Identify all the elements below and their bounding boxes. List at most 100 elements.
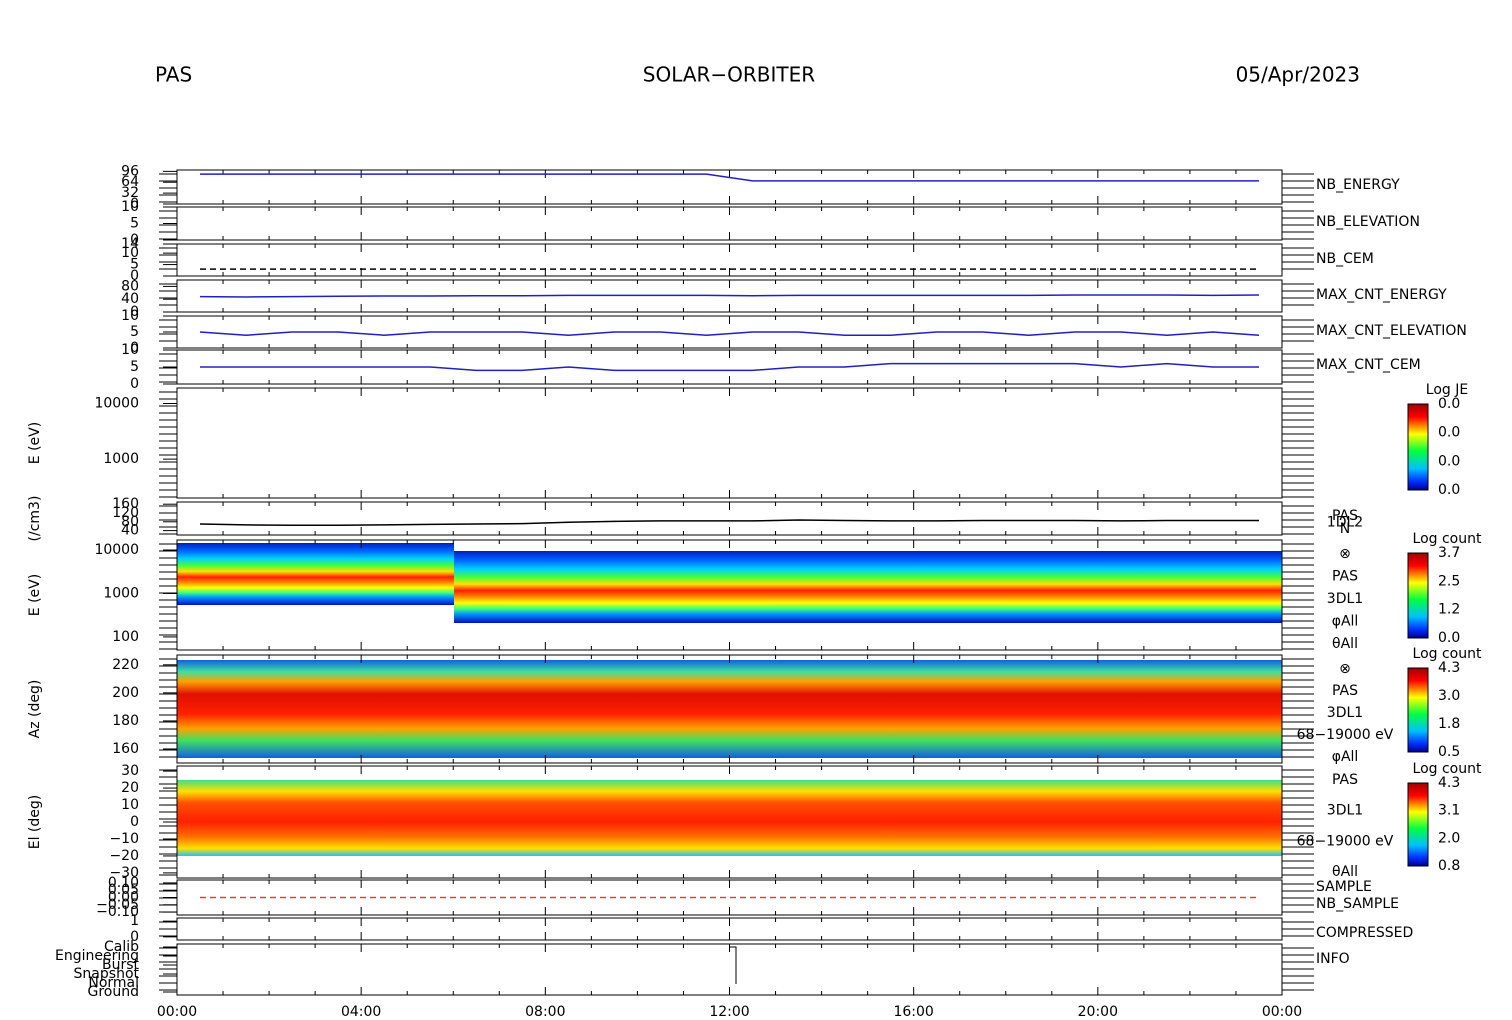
panel-label: COMPRESSED xyxy=(1316,925,1413,941)
y-tick-label: 40 xyxy=(121,291,139,307)
y-tick-label: 180 xyxy=(112,713,139,729)
y-tick-label: 10 xyxy=(121,797,139,813)
colorbar-tick-label: 0.0 xyxy=(1438,425,1460,441)
y-tick-label: 160 xyxy=(112,496,139,512)
panel-label: NB_CEM xyxy=(1316,251,1374,267)
panel-label: SAMPLE xyxy=(1316,879,1372,895)
y-tick-label: −30 xyxy=(109,865,139,881)
colorbar xyxy=(1407,782,1429,867)
y-tick-label: 5 xyxy=(130,359,139,375)
info-line xyxy=(729,946,737,984)
x-tick-label: 12:00 xyxy=(709,1004,749,1020)
y-tick-label: 0 xyxy=(130,814,139,830)
panel-note: θAll xyxy=(1332,864,1358,880)
y-tick-label: 5 xyxy=(130,216,139,232)
y-tick-label: 80 xyxy=(121,278,139,294)
colorbar-title: Log count xyxy=(1413,531,1482,547)
y-tick-label: 0 xyxy=(130,304,139,320)
panel-note: PAS xyxy=(1332,569,1358,585)
y-tick-label: Snapshot xyxy=(74,966,140,982)
panel-label: MAX_CNT_ELEVATION xyxy=(1316,323,1467,339)
y-tick-label: Normal xyxy=(88,975,139,991)
panel-note: 3DL1 xyxy=(1327,803,1363,819)
y-axis-label: E (eV) xyxy=(27,422,43,464)
x-tick-label: 16:00 xyxy=(893,1004,933,1020)
colorbar-tick-label: 0.0 xyxy=(1438,453,1460,469)
panel-note: 68−19000 eV xyxy=(1297,833,1394,849)
y-tick-label: 0 xyxy=(130,376,139,392)
y-tick-label: 64 xyxy=(121,174,139,190)
date: 05/Apr/2023 xyxy=(1236,63,1360,87)
y-axis-label: (/cm3) xyxy=(27,496,43,542)
colorbar-tick-label: 4.3 xyxy=(1438,660,1460,676)
y-axis-label: El (deg) xyxy=(27,795,43,850)
y-tick-label: 10000 xyxy=(94,542,139,558)
x-tick-label: 04:00 xyxy=(341,1004,381,1020)
y-tick-label: 100 xyxy=(112,629,139,645)
panel-note: PAS xyxy=(1332,683,1358,699)
y-tick-label: 10 xyxy=(121,199,139,215)
spectrogram-band xyxy=(177,780,1282,856)
y-tick-label: 0 xyxy=(130,232,139,248)
y-tick-label: 220 xyxy=(112,657,139,673)
x-tick-label: 00:00 xyxy=(157,1004,197,1020)
colorbar-tick-label: 2.0 xyxy=(1438,830,1460,846)
y-tick-label: Burst xyxy=(102,957,140,973)
spectrogram-band xyxy=(454,551,1282,623)
y-tick-label: 20 xyxy=(121,780,139,796)
instrument: PAS xyxy=(155,63,192,87)
panel-label: MAX_CNT_CEM xyxy=(1316,357,1421,373)
y-tick-label: 40 xyxy=(121,523,139,539)
y-tick-label: 10000 xyxy=(94,396,139,412)
series-line xyxy=(199,331,1260,336)
x-tick-label: 08:00 xyxy=(525,1004,565,1020)
series-line xyxy=(200,362,1259,372)
y-axis-label: E (eV) xyxy=(27,574,43,616)
x-tick-label: 20:00 xyxy=(1078,1004,1118,1020)
y-tick-label: Engineering xyxy=(55,948,139,964)
colorbar-title: Log JE xyxy=(1426,382,1468,398)
panel-frame xyxy=(176,387,1283,499)
colorbar-title: Log count xyxy=(1413,646,1482,662)
colorbar-tick-label: 2.5 xyxy=(1438,573,1460,589)
colorbar-tick-label: 3.1 xyxy=(1438,803,1460,819)
series-line xyxy=(199,519,1259,527)
y-tick-label: 0 xyxy=(130,196,139,212)
y-tick-label: 10 xyxy=(121,245,139,261)
colorbar xyxy=(1407,552,1429,639)
panel-note: PAS xyxy=(1332,508,1358,524)
colorbar-tick-label: 0.5 xyxy=(1438,744,1460,760)
panel-label: NB_ENERGY xyxy=(1316,177,1400,193)
panel-note: ⊗ xyxy=(1339,661,1351,677)
panel-label: MAX_CNT_ENERGY xyxy=(1316,287,1447,303)
y-tick-label: 0 xyxy=(130,268,139,284)
y-tick-label: Calib xyxy=(104,939,139,955)
colorbar-tick-label: 0.0 xyxy=(1438,482,1460,498)
colorbar-tick-label: 1.8 xyxy=(1438,716,1460,732)
y-tick-label: 1 xyxy=(130,913,139,929)
y-tick-label: 80 xyxy=(121,514,139,530)
spectrogram-band xyxy=(177,543,454,605)
colorbar-tick-label: 0.0 xyxy=(1438,630,1460,646)
panel-note: 3DL1 xyxy=(1327,705,1363,721)
panel-label: NB_ELEVATION xyxy=(1316,214,1420,230)
y-axis-label: Az (deg) xyxy=(27,680,43,739)
y-tick-label: 14 xyxy=(121,236,139,252)
colorbar-tick-label: 1.2 xyxy=(1438,602,1460,618)
y-tick-label: 160 xyxy=(112,741,139,757)
y-tick-label: −0.10 xyxy=(96,904,139,920)
y-tick-label: 200 xyxy=(112,685,139,701)
spectrogram-band xyxy=(177,660,1282,758)
y-tick-label: 5 xyxy=(130,257,139,273)
colorbar-tick-label: 0.8 xyxy=(1438,858,1460,874)
y-tick-label: 1000 xyxy=(103,451,139,467)
y-tick-label: 10 xyxy=(121,342,139,358)
panel-note: φAll xyxy=(1332,614,1359,630)
y-tick-label: 32 xyxy=(121,185,139,201)
y-tick-label: 0 xyxy=(130,929,139,945)
y-tick-label: 96 xyxy=(121,163,139,179)
y-tick-label: 30 xyxy=(121,763,139,779)
y-tick-label: 0.10 xyxy=(108,875,139,891)
decor xyxy=(177,543,1282,984)
